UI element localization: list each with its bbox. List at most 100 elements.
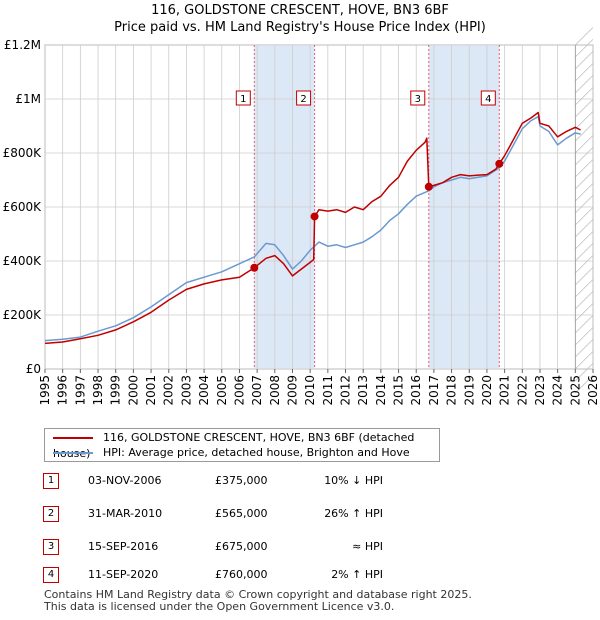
y-tick-label: £0 [26, 362, 41, 376]
sale-row: 2 31-MAR-2010 £565,000 26% ↑ HPI [43, 505, 383, 523]
grid-lines [44, 44, 594, 370]
sale-price: £375,000 [215, 474, 268, 487]
hatch-line [575, 27, 594, 46]
x-tick-label: 2015 [392, 375, 406, 406]
legend-item-price: 116, GOLDSTONE CRESCENT, HOVE, BN3 6BF (… [53, 430, 439, 460]
hatch-line [575, 375, 594, 394]
hatch-line [575, 195, 594, 214]
hatch-line [575, 207, 594, 226]
hatch-line [575, 111, 594, 130]
y-tick-label: £400K [3, 254, 43, 268]
hatch-line [575, 315, 594, 334]
x-tick-label: 1996 [56, 375, 70, 406]
hpi-line [44, 115, 581, 342]
x-tick-label: 2024 [551, 375, 565, 406]
x-tick-label: 2022 [515, 375, 529, 406]
forecast-hatch [574, 27, 594, 394]
hatch-line [575, 123, 594, 142]
sale-row: 3 15-SEP-2016 £675,000 ≈ HPI [43, 538, 383, 556]
x-tick-label: 2005 [215, 375, 229, 406]
sale-number-box [235, 90, 251, 106]
hatch-line [575, 243, 594, 262]
sale-marker-lines [253, 45, 500, 369]
hatch-line [575, 159, 594, 178]
sale-hpi-compare: ≈ HPI [352, 540, 383, 553]
legend-item-hpi: HPI: Average price, detached house, Brig… [53, 445, 410, 461]
hatch-line [575, 87, 594, 106]
sale-point [424, 182, 433, 191]
x-tick-label: 2019 [462, 375, 476, 406]
hatch-line [575, 171, 594, 190]
hatch-line [575, 303, 594, 322]
price-paid-line [44, 111, 581, 345]
sale-date: 15-SEP-2016 [88, 540, 159, 553]
sale-number: 3 [43, 539, 59, 555]
hatch-line [575, 219, 594, 238]
sale-point [250, 263, 259, 272]
sale-point [310, 212, 319, 221]
sale-number-label: 4 [485, 94, 491, 105]
x-tick-label: 2025 [568, 375, 582, 406]
legend-label-hpi: HPI: Average price, detached house, Brig… [103, 446, 410, 459]
sale-row: 4 11-SEP-2020 £760,000 2% ↑ HPI [43, 566, 383, 584]
x-tick-label: 1998 [91, 375, 105, 406]
footer-license: This data is licensed under the Open Gov… [44, 600, 395, 613]
hatch-line [575, 291, 594, 310]
hatch-line [575, 39, 594, 58]
sale-date: 11-SEP-2020 [88, 568, 159, 581]
sale-number-label: 1 [240, 94, 246, 105]
title-address: 116, GOLDSTONE CRESCENT, HOVE, BN3 6BF [151, 3, 449, 18]
x-tick-label: 2011 [321, 375, 335, 406]
title-subtitle: Price paid vs. HM Land Registry's House … [114, 20, 486, 35]
hatch-line [575, 147, 594, 166]
footer-attribution: Contains HM Land Registry data © Crown c… [44, 589, 472, 613]
sale-points [250, 159, 504, 272]
x-tick-label: 2010 [303, 375, 317, 406]
x-tick-label: 2004 [197, 375, 211, 406]
x-tick-label: 2009 [285, 375, 299, 406]
x-tick-label: 2014 [374, 375, 388, 406]
x-tick-label: 1995 [38, 375, 52, 406]
sale-number: 4 [43, 567, 59, 583]
hatch-line [575, 255, 594, 274]
y-tick-label: £1.2M [4, 38, 41, 52]
chart-title: 116, GOLDSTONE CRESCENT, HOVE, BN3 6BF P… [0, 2, 600, 36]
hatch-line [575, 363, 594, 382]
sale-point [495, 159, 504, 168]
legend-swatch-price [53, 437, 93, 439]
sale-hpi-compare: 2% ↑ HPI [331, 568, 383, 581]
x-tick-label: 2023 [533, 375, 547, 406]
x-tick-label: 2002 [162, 375, 176, 406]
hatch-line [575, 75, 594, 94]
x-tick-label: 2020 [480, 375, 494, 406]
x-tick-label: 2008 [268, 375, 282, 406]
hatch-line [575, 327, 594, 346]
y-tick-label: £800K [3, 146, 43, 160]
x-tick-label: 2016 [409, 375, 423, 406]
x-axis-ticks: 1995 1996 1997 1998 1999 2000 2001 2002 2003 2004… [38, 369, 600, 406]
x-tick-label: 2018 [445, 375, 459, 406]
legend-swatch-hpi [53, 452, 93, 454]
sale-hpi-compare: 26% ↑ HPI [324, 507, 383, 520]
sale-number-box [296, 90, 312, 106]
sale-date: 31-MAR-2010 [88, 507, 163, 520]
hatch-line [575, 267, 594, 286]
x-tick-label: 2006 [232, 375, 246, 406]
x-tick-label: 1997 [73, 375, 87, 406]
sale-price: £565,000 [215, 507, 268, 520]
x-tick-label: 2012 [339, 375, 353, 406]
x-tick-label: 2017 [427, 375, 441, 406]
y-tick-label: £200K [3, 308, 43, 322]
x-tick-label: 2007 [250, 375, 264, 406]
hatch-line [575, 99, 594, 118]
x-tick-label: 2000 [126, 375, 140, 406]
sale-number-box [410, 90, 426, 106]
x-tick-label: 2003 [179, 375, 193, 406]
price-chart: 1 2 3 4 £0 £200K £400K £600K £800K £1M £1.2M 1995… [3, 27, 600, 406]
sale-number-box [480, 90, 496, 106]
x-tick-label: 1999 [109, 375, 123, 406]
sale-row: 1 03-NOV-2006 £375,000 10% ↓ HPI [43, 472, 383, 490]
x-tick-label: 2013 [356, 375, 370, 406]
y-tick-label: £1M [15, 92, 41, 106]
hatch-line [575, 51, 594, 70]
